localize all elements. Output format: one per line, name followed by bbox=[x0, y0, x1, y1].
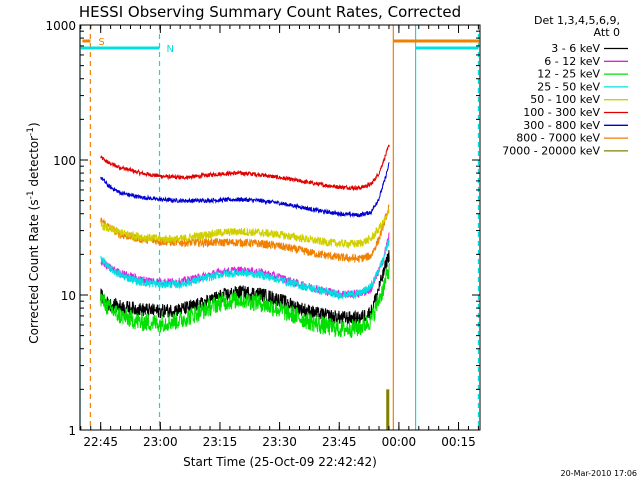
y-axis-label: Corrected Count Rate (s-1 detector-1) bbox=[26, 122, 41, 343]
x-tick-label: 23:45 bbox=[322, 435, 357, 449]
ticks-layer: 22:45 23:00 23:15 23:30 23:45 00:00 00:15 1 10 10… bbox=[45, 19, 480, 449]
y-tick-label: 1000 bbox=[45, 19, 76, 33]
y-axis-label-end: ) bbox=[27, 122, 41, 127]
x-tick-label: 00:00 bbox=[382, 435, 417, 449]
y-axis-label-main: Corrected Count Rate (s bbox=[27, 199, 41, 343]
y-axis-label-mid: detector bbox=[27, 136, 41, 191]
x-tick-label: 23:15 bbox=[203, 435, 238, 449]
series-line-6 bbox=[100, 162, 390, 219]
series-layer bbox=[100, 144, 390, 430]
series-line-4 bbox=[100, 209, 390, 250]
x-tick-label: 23:00 bbox=[143, 435, 178, 449]
y-axis-label-sup1: -1 bbox=[26, 190, 36, 199]
footer-date: 20-Mar-2010 17:06 bbox=[561, 469, 638, 478]
y-axis-label-sup2: -1 bbox=[26, 127, 36, 136]
chart-title: HESSI Observing Summary Count Rates, Cor… bbox=[79, 3, 461, 21]
x-tick-label: 23:30 bbox=[262, 435, 297, 449]
series-line-5 bbox=[100, 144, 390, 192]
legend-entry-label: 50 - 100 keV bbox=[530, 93, 600, 106]
legend-header-line: Att 0 bbox=[594, 26, 620, 39]
legend-entry-label: 100 - 300 keV bbox=[523, 106, 600, 119]
legend-entry-label: 300 - 800 keV bbox=[523, 119, 600, 132]
legend-entry-label: 7000 - 20000 keV bbox=[502, 144, 600, 157]
legend-entry-label: 3 - 6 keV bbox=[551, 42, 600, 55]
legend-entry-label: 800 - 7000 keV bbox=[516, 132, 600, 145]
legend-entry-label: 12 - 25 keV bbox=[537, 68, 600, 81]
night-flag-label: N bbox=[167, 44, 174, 55]
legend-entry-label: 6 - 12 keV bbox=[544, 55, 600, 68]
x-tick-label: 00:15 bbox=[441, 435, 476, 449]
y-tick-label: 10 bbox=[61, 289, 76, 303]
series-line-0 bbox=[100, 250, 390, 326]
flag-layer: SN bbox=[79, 25, 480, 430]
plot-frame bbox=[79, 24, 481, 431]
y-tick-label: 1 bbox=[68, 424, 76, 438]
series-line-2 bbox=[100, 263, 390, 338]
legend-header-line: Det 1,3,4,5,6,9, bbox=[534, 14, 620, 27]
y-tick-label: 100 bbox=[53, 154, 76, 168]
saa-flag-label: S bbox=[98, 37, 104, 48]
series-line-3 bbox=[100, 239, 390, 301]
axes-layer bbox=[79, 24, 481, 431]
legend-entry-label: 25 - 50 keV bbox=[537, 80, 600, 93]
x-axis-label: Start Time (25-Oct-09 22:42:42) bbox=[183, 455, 377, 469]
x-tick-label: 22:45 bbox=[83, 435, 118, 449]
